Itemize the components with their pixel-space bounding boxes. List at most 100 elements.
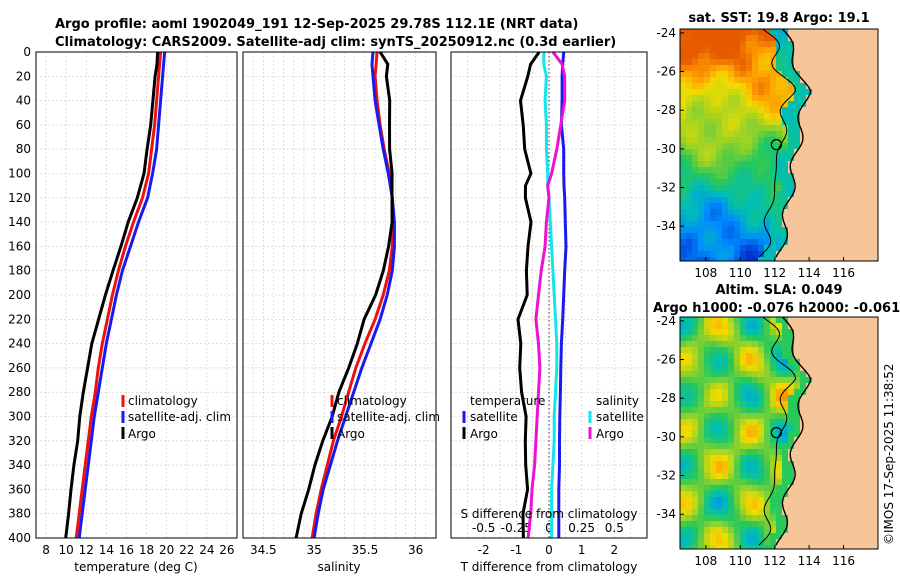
map-cell <box>860 401 866 407</box>
map-cell <box>692 83 698 89</box>
map-cell <box>782 323 788 329</box>
map-cell <box>860 335 866 341</box>
y-tick-label: -24 <box>656 26 676 40</box>
map-cell <box>818 449 824 455</box>
map-cell <box>776 455 782 461</box>
map-cell <box>866 101 872 107</box>
map-cell <box>740 95 746 101</box>
map-cell <box>710 59 716 65</box>
map-cell <box>770 341 776 347</box>
map-cell <box>716 137 722 143</box>
map-cell <box>830 515 836 521</box>
map-cell <box>764 395 770 401</box>
map-cell <box>680 455 686 461</box>
legend-label-argo: Argo <box>128 427 156 441</box>
map-cell <box>764 539 770 545</box>
map-cell <box>842 149 848 155</box>
map-cell <box>716 479 722 485</box>
map-cell <box>782 245 788 251</box>
map-cell <box>692 215 698 221</box>
map-cell <box>698 419 704 425</box>
map-cell <box>842 527 848 533</box>
map-cell <box>698 437 704 443</box>
map-cell <box>782 209 788 215</box>
map-cell <box>722 455 728 461</box>
map-cell <box>866 59 872 65</box>
map-cell <box>854 377 860 383</box>
map-cell <box>698 203 704 209</box>
map-cell <box>860 479 866 485</box>
map-cell <box>812 533 818 539</box>
map-cell <box>848 521 854 527</box>
map-cell <box>836 449 842 455</box>
map-cell <box>794 347 800 353</box>
sla-map-title: Altim. SLA: 0.049 <box>716 283 843 298</box>
map-cell <box>764 347 770 353</box>
map-cell <box>740 137 746 143</box>
map-cell <box>692 497 698 503</box>
map-cell <box>818 257 824 261</box>
map-cell <box>728 65 734 71</box>
map-cell <box>848 353 854 359</box>
map-cell <box>722 431 728 437</box>
map-cell <box>764 371 770 377</box>
map-cell <box>776 371 782 377</box>
map-cell <box>764 353 770 359</box>
map-cell <box>734 209 740 215</box>
map-cell <box>854 353 860 359</box>
map-cell <box>866 545 872 549</box>
map-cell <box>872 245 878 251</box>
map-cell <box>800 89 806 95</box>
map-cell <box>686 413 692 419</box>
map-cell <box>872 71 878 77</box>
map-cell <box>740 119 746 125</box>
map-cell <box>800 479 806 485</box>
map-cell <box>680 29 686 35</box>
map-cell <box>800 449 806 455</box>
map-cell <box>704 101 710 107</box>
map-cell <box>698 407 704 413</box>
map-cell <box>860 467 866 473</box>
map-cell <box>746 455 752 461</box>
map-cell <box>704 419 710 425</box>
map-cell <box>752 89 758 95</box>
x-tick-label: 20 <box>159 543 174 557</box>
map-cell <box>740 473 746 479</box>
map-cell <box>740 53 746 59</box>
map-cell <box>848 179 854 185</box>
map-cell <box>806 77 812 83</box>
map-cell <box>770 461 776 467</box>
map-cell <box>830 161 836 167</box>
map-cell <box>830 221 836 227</box>
map-cell <box>872 155 878 161</box>
map-cell <box>788 173 794 179</box>
map-cell <box>680 227 686 233</box>
map-cell <box>800 161 806 167</box>
map-cell <box>716 257 722 261</box>
map-cell <box>794 191 800 197</box>
map-cell <box>848 137 854 143</box>
map-cell <box>722 227 728 233</box>
map-cell <box>812 221 818 227</box>
map-cell <box>728 245 734 251</box>
map-cell <box>680 173 686 179</box>
map-cell <box>830 341 836 347</box>
map-cell <box>782 389 788 395</box>
map-cell <box>776 377 782 383</box>
map-cell <box>680 485 686 491</box>
map-cell <box>746 227 752 233</box>
map-cell <box>872 113 878 119</box>
map-cell <box>686 317 692 323</box>
map-cell <box>734 407 740 413</box>
map-cell <box>854 185 860 191</box>
map-cell <box>764 143 770 149</box>
map-cell <box>722 515 728 521</box>
map-cell <box>860 89 866 95</box>
map-cell <box>692 359 698 365</box>
map-cell <box>728 515 734 521</box>
map-cell <box>698 515 704 521</box>
map-cell <box>806 53 812 59</box>
y-tick-label: 360 <box>8 482 31 496</box>
map-cell <box>758 329 764 335</box>
map-cell <box>740 161 746 167</box>
